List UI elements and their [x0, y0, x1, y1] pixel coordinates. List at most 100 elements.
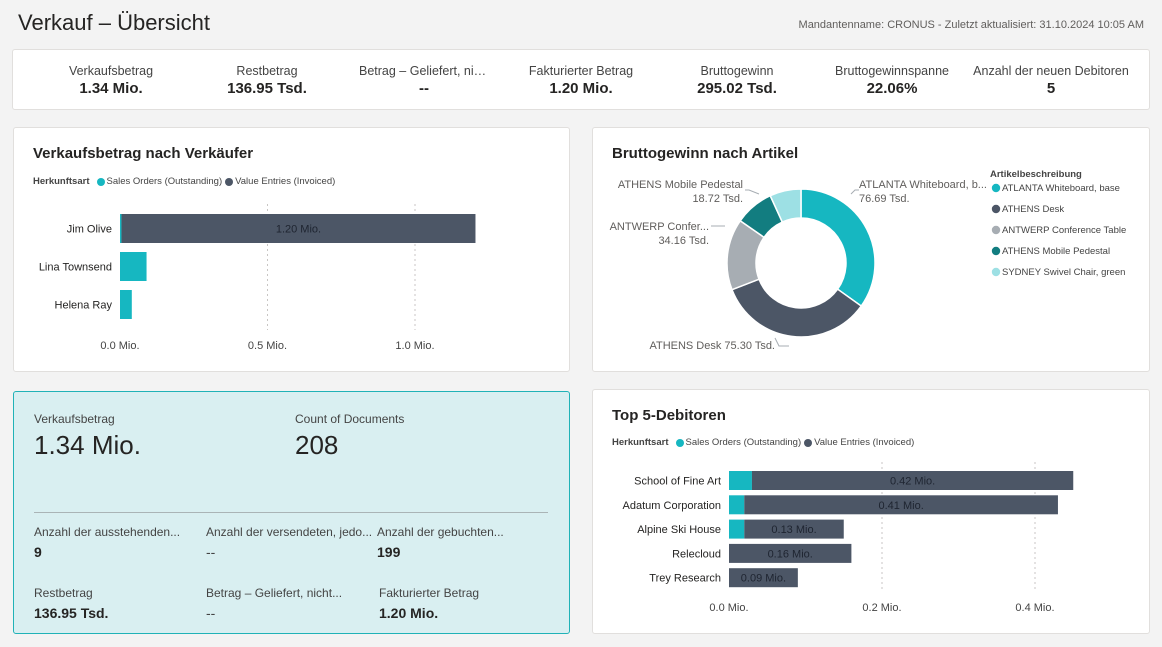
legend-title: Herkunftsart — [33, 176, 90, 187]
x-tick-label: 0.0 Mio. — [709, 602, 748, 614]
kpi-label: Verkaufsbetrag — [68, 64, 154, 78]
chart-title: Verkaufsbetrag nach Verkäufer — [33, 145, 254, 162]
bar-sales-orders[interactable] — [729, 471, 752, 490]
stat-verkaufsbetrag[interactable]: Verkaufsbetrag 1.34 Mio. — [34, 412, 274, 461]
bar-sales-orders[interactable] — [120, 290, 132, 319]
bar-value-entries[interactable] — [729, 543, 852, 563]
x-tick-label: 0.2 Mio. — [862, 602, 901, 614]
kpi-label: Restbetrag — [236, 64, 298, 78]
kpi-fakturiert[interactable]: Fakturierter Betrag 1.20 Mio. — [521, 64, 641, 97]
chart-debitoren: 0.0 Mio. 0.2 Mio. 0.4 Mio. School of Fine A… — [623, 462, 1074, 614]
legend-item: ATLANTA Whiteboard, base — [1002, 183, 1120, 194]
stat-geliefert[interactable]: Betrag – Geliefert, nicht... -- — [206, 586, 356, 621]
bar-value-entries[interactable] — [744, 495, 1058, 515]
stat-label: Anzahl der ausstehenden... — [34, 525, 181, 539]
bar-data-label: 0.41 Mio. — [879, 500, 924, 512]
kpi-value: 5 — [1046, 80, 1056, 97]
kpi-restbetrag[interactable]: Restbetrag 136.95 Tsd. — [211, 64, 323, 97]
slice-name-label: ATLANTA Whiteboard, b... — [859, 179, 987, 191]
bar-value-entries[interactable] — [751, 471, 1074, 490]
sales-stats-card[interactable]: Verkaufsbetrag 1.34 Mio. Count of Docume… — [13, 391, 570, 634]
donut-slice[interactable] — [769, 188, 802, 224]
x-tick-label: 0.0 Mio. — [100, 340, 139, 352]
stat-value: 199 — [377, 544, 401, 560]
slice-value-label: 34.16 Tsd. — [658, 235, 709, 247]
kpi-strip: Verkaufsbetrag 1.34 Mio. Restbetrag 136.… — [12, 49, 1150, 110]
kpi-bruttogewinn[interactable]: Bruttogewinn 295.02 Tsd. — [681, 64, 793, 97]
bar-sales-orders[interactable] — [120, 252, 147, 281]
chart-verkaeufer: 0.0 Mio. 0.5 Mio. 1.0 Mio. Jim Olive 1.20 Mi… — [39, 204, 476, 352]
chart-verkaeufer-card: Verkaufsbetrag nach Verkäufer Herkunftsa… — [13, 127, 570, 372]
bar-value-entries[interactable] — [121, 214, 476, 243]
kpi-value: 295.02 Tsd. — [697, 80, 777, 97]
legend-item: ANTWERP Conference Table — [1002, 225, 1126, 236]
legend-item: ATHENS Desk — [1002, 204, 1064, 215]
bar-sales-orders[interactable] — [120, 214, 122, 243]
kpi-value: 1.34 Mio. — [79, 80, 143, 97]
tenant-info: Mandantenname: CRONUS - Zuletzt aktualis… — [798, 19, 1144, 31]
slice-value-label: 18.72 Tsd. — [692, 193, 743, 205]
donut-slice[interactable] — [800, 188, 876, 308]
bar-value-entries[interactable] — [744, 519, 844, 539]
x-tick-label: 0.4 Mio. — [1015, 602, 1054, 614]
bar-sales-orders[interactable] — [729, 519, 745, 539]
chart-legend: Herkunftsart Sales Orders (Outstanding) … — [33, 176, 335, 187]
legend-dot-icon — [991, 246, 1001, 256]
legend-dot-icon — [991, 225, 1001, 235]
category-label: Alpine Ski House — [637, 524, 721, 536]
x-tick-label: 1.0 Mio. — [395, 340, 434, 352]
legend-item: SYDNEY Swivel Chair, green — [1002, 267, 1125, 278]
donut-slice[interactable] — [731, 278, 863, 338]
category-label: Relecloud — [672, 548, 721, 560]
slice-name-label: ANTWERP Confer... — [610, 221, 709, 233]
chart-title: Top 5-Debitoren — [612, 407, 726, 424]
legend-title: Artikelbeschreibung — [990, 169, 1082, 180]
bar-sales-orders[interactable] — [729, 495, 745, 515]
page-title: Verkauf – Übersicht — [18, 10, 210, 35]
stat-restbetrag[interactable]: Restbetrag 136.95 Tsd. — [34, 586, 194, 621]
category-label: Adatum Corporation — [623, 500, 721, 512]
stat-label: Anzahl der gebuchten... — [377, 525, 504, 539]
stat-gebucht[interactable]: Anzahl der gebuchten... 199 — [377, 525, 537, 560]
bar-value-entries[interactable] — [729, 568, 798, 588]
stat-fakturiert[interactable]: Fakturierter Betrag 1.20 Mio. — [379, 586, 539, 621]
legend-dot-icon — [991, 183, 1001, 193]
kpi-neue-debitoren[interactable]: Anzahl der neuen Debitoren 5 — [971, 64, 1131, 97]
chart-artikel: ATLANTA Whiteboard, b... 76.69 Tsd. ATHENS… — [610, 169, 1127, 352]
stat-ausstehend[interactable]: Anzahl der ausstehenden... 9 — [34, 525, 184, 560]
legend-item: ATHENS Mobile Pedestal — [1002, 246, 1110, 257]
kpi-value: 22.06% — [866, 80, 918, 97]
slice-value-label: 76.69 Tsd. — [859, 193, 910, 205]
legend-item[interactable]: Value Entries (Invoiced) — [235, 176, 336, 187]
legend-dot-icon — [675, 438, 684, 447]
chart-artikel-card: Bruttogewinn nach Artikel ATLANTA Whiteb… — [592, 127, 1150, 372]
legend-item[interactable]: Value Entries (Invoiced) — [814, 437, 915, 448]
kpi-value: 136.95 Tsd. — [227, 80, 307, 97]
category-label: Trey Research — [649, 573, 721, 585]
stat-value: -- — [206, 605, 216, 621]
category-label: School of Fine Art — [634, 476, 721, 488]
leader-line — [850, 189, 859, 195]
kpi-bruttogewinnspanne[interactable]: Bruttogewinnspanne 22.06% — [827, 64, 957, 97]
stat-value: 1.20 Mio. — [379, 605, 439, 621]
slice-name-label: ATHENS Mobile Pedestal — [618, 179, 743, 191]
legend-dot-icon — [991, 204, 1001, 214]
stat-count-documents[interactable]: Count of Documents 208 — [295, 412, 535, 461]
leader-line — [745, 189, 760, 195]
category-label: Lina Townsend — [39, 262, 112, 274]
stat-value: 136.95 Tsd. — [34, 605, 109, 621]
bar-data-label: 0.16 Mio. — [768, 548, 813, 560]
stat-value: -- — [206, 544, 216, 560]
legend-item[interactable]: Sales Orders (Outstanding) — [685, 437, 802, 448]
kpi-verkaufsbetrag[interactable]: Verkaufsbetrag 1.34 Mio. — [63, 64, 159, 97]
kpi-label: Bruttogewinn — [700, 64, 774, 78]
kpi-geliefert[interactable]: Betrag – Geliefert, nicht... -- — [359, 64, 489, 97]
legend-item[interactable]: Sales Orders (Outstanding) — [106, 176, 223, 187]
category-label: Helena Ray — [55, 300, 113, 312]
chart-legend: Herkunftsart Sales Orders (Outstanding) … — [612, 437, 914, 448]
stat-versendet[interactable]: Anzahl der versendeten, jedo... -- — [206, 525, 374, 560]
legend-dot-icon — [804, 438, 813, 447]
kpi-value: -- — [419, 80, 429, 97]
legend-dot-icon — [225, 177, 234, 186]
legend-title: Herkunftsart — [612, 437, 669, 448]
